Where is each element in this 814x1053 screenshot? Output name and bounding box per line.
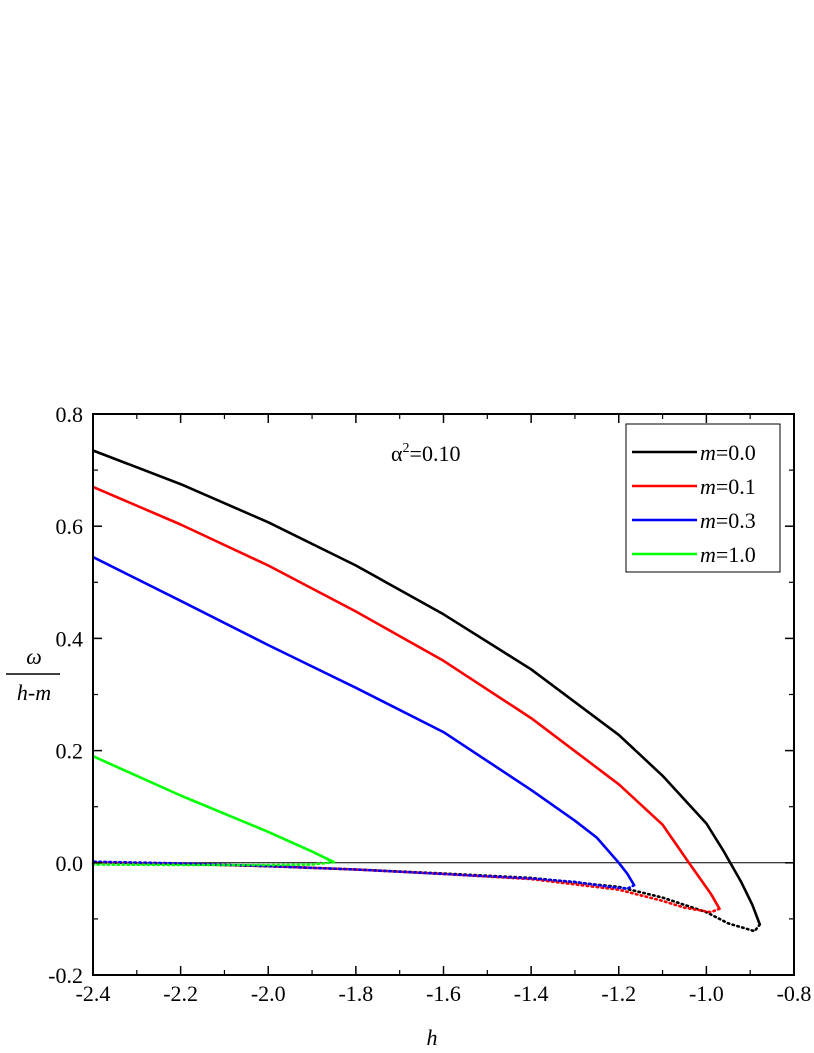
series-m-1-0-solid bbox=[92, 755, 335, 864]
legend: m=0.0 m=0.1 m=0.3 m=1.0 bbox=[625, 423, 781, 573]
plot-lines bbox=[91, 449, 794, 933]
y-axis-title-denominator: h-m bbox=[17, 680, 51, 705]
series-m-0-1-solid bbox=[92, 485, 721, 910]
legend-box bbox=[625, 423, 781, 573]
x-tick-label: -2.0 bbox=[251, 981, 286, 1006]
alpha-superscript: 2 bbox=[403, 441, 410, 456]
legend-entries: m=0.0 m=0.1 m=0.3 m=1.0 bbox=[632, 440, 756, 567]
x-tick-label: -1.0 bbox=[689, 981, 724, 1006]
legend-label: m=0.1 bbox=[700, 474, 756, 499]
y-tick-label: 0.0 bbox=[56, 851, 84, 876]
legend-label: m=0.3 bbox=[700, 508, 756, 533]
x-axis-ticks: -2.4 -2.2 -2.0 -1.8 -1.6 -1.4 -1.2 -1.0 -0.8 bbox=[76, 414, 812, 1006]
x-tick-label: -2.4 bbox=[76, 981, 111, 1006]
y-axis-title-numerator: ω bbox=[26, 644, 42, 669]
series-m-0-0-solid bbox=[92, 449, 762, 925]
alpha-symbol: α bbox=[391, 441, 403, 466]
y-tick-label: -0.2 bbox=[48, 963, 83, 988]
legend-label: m=1.0 bbox=[700, 542, 756, 567]
y-tick-label: 0.6 bbox=[56, 514, 84, 539]
x-axis-title: h bbox=[427, 1025, 438, 1050]
y-tick-label: 0.2 bbox=[56, 739, 84, 764]
alpha-value: =0.10 bbox=[410, 441, 461, 466]
x-tick-label: -1.2 bbox=[601, 981, 636, 1006]
x-tick-label: -0.8 bbox=[777, 981, 812, 1006]
series-m-0-3-solid bbox=[92, 555, 636, 886]
x-tick-label: -2.2 bbox=[163, 981, 198, 1006]
axes: -2.4 -2.2 -2.0 -1.8 -1.6 -1.4 -1.2 -1.0 -0.8 -0.… bbox=[48, 402, 811, 1006]
x-tick-label: -1.6 bbox=[426, 981, 461, 1006]
y-axis-ticks: -0.2 0.0 0.2 0.4 0.6 0.8 bbox=[48, 402, 794, 988]
x-tick-label: -1.8 bbox=[338, 981, 373, 1006]
y-tick-label: 0.8 bbox=[56, 402, 84, 427]
x-tick-label: -1.4 bbox=[514, 981, 549, 1006]
y-tick-label: 0.4 bbox=[56, 626, 84, 651]
series-m-1-0-dotted bbox=[91, 860, 336, 867]
y-axis-title: ω h-m bbox=[6, 644, 60, 705]
legend-label: m=0.0 bbox=[700, 440, 756, 465]
alpha-annotation: α2=0.10 bbox=[391, 441, 460, 466]
